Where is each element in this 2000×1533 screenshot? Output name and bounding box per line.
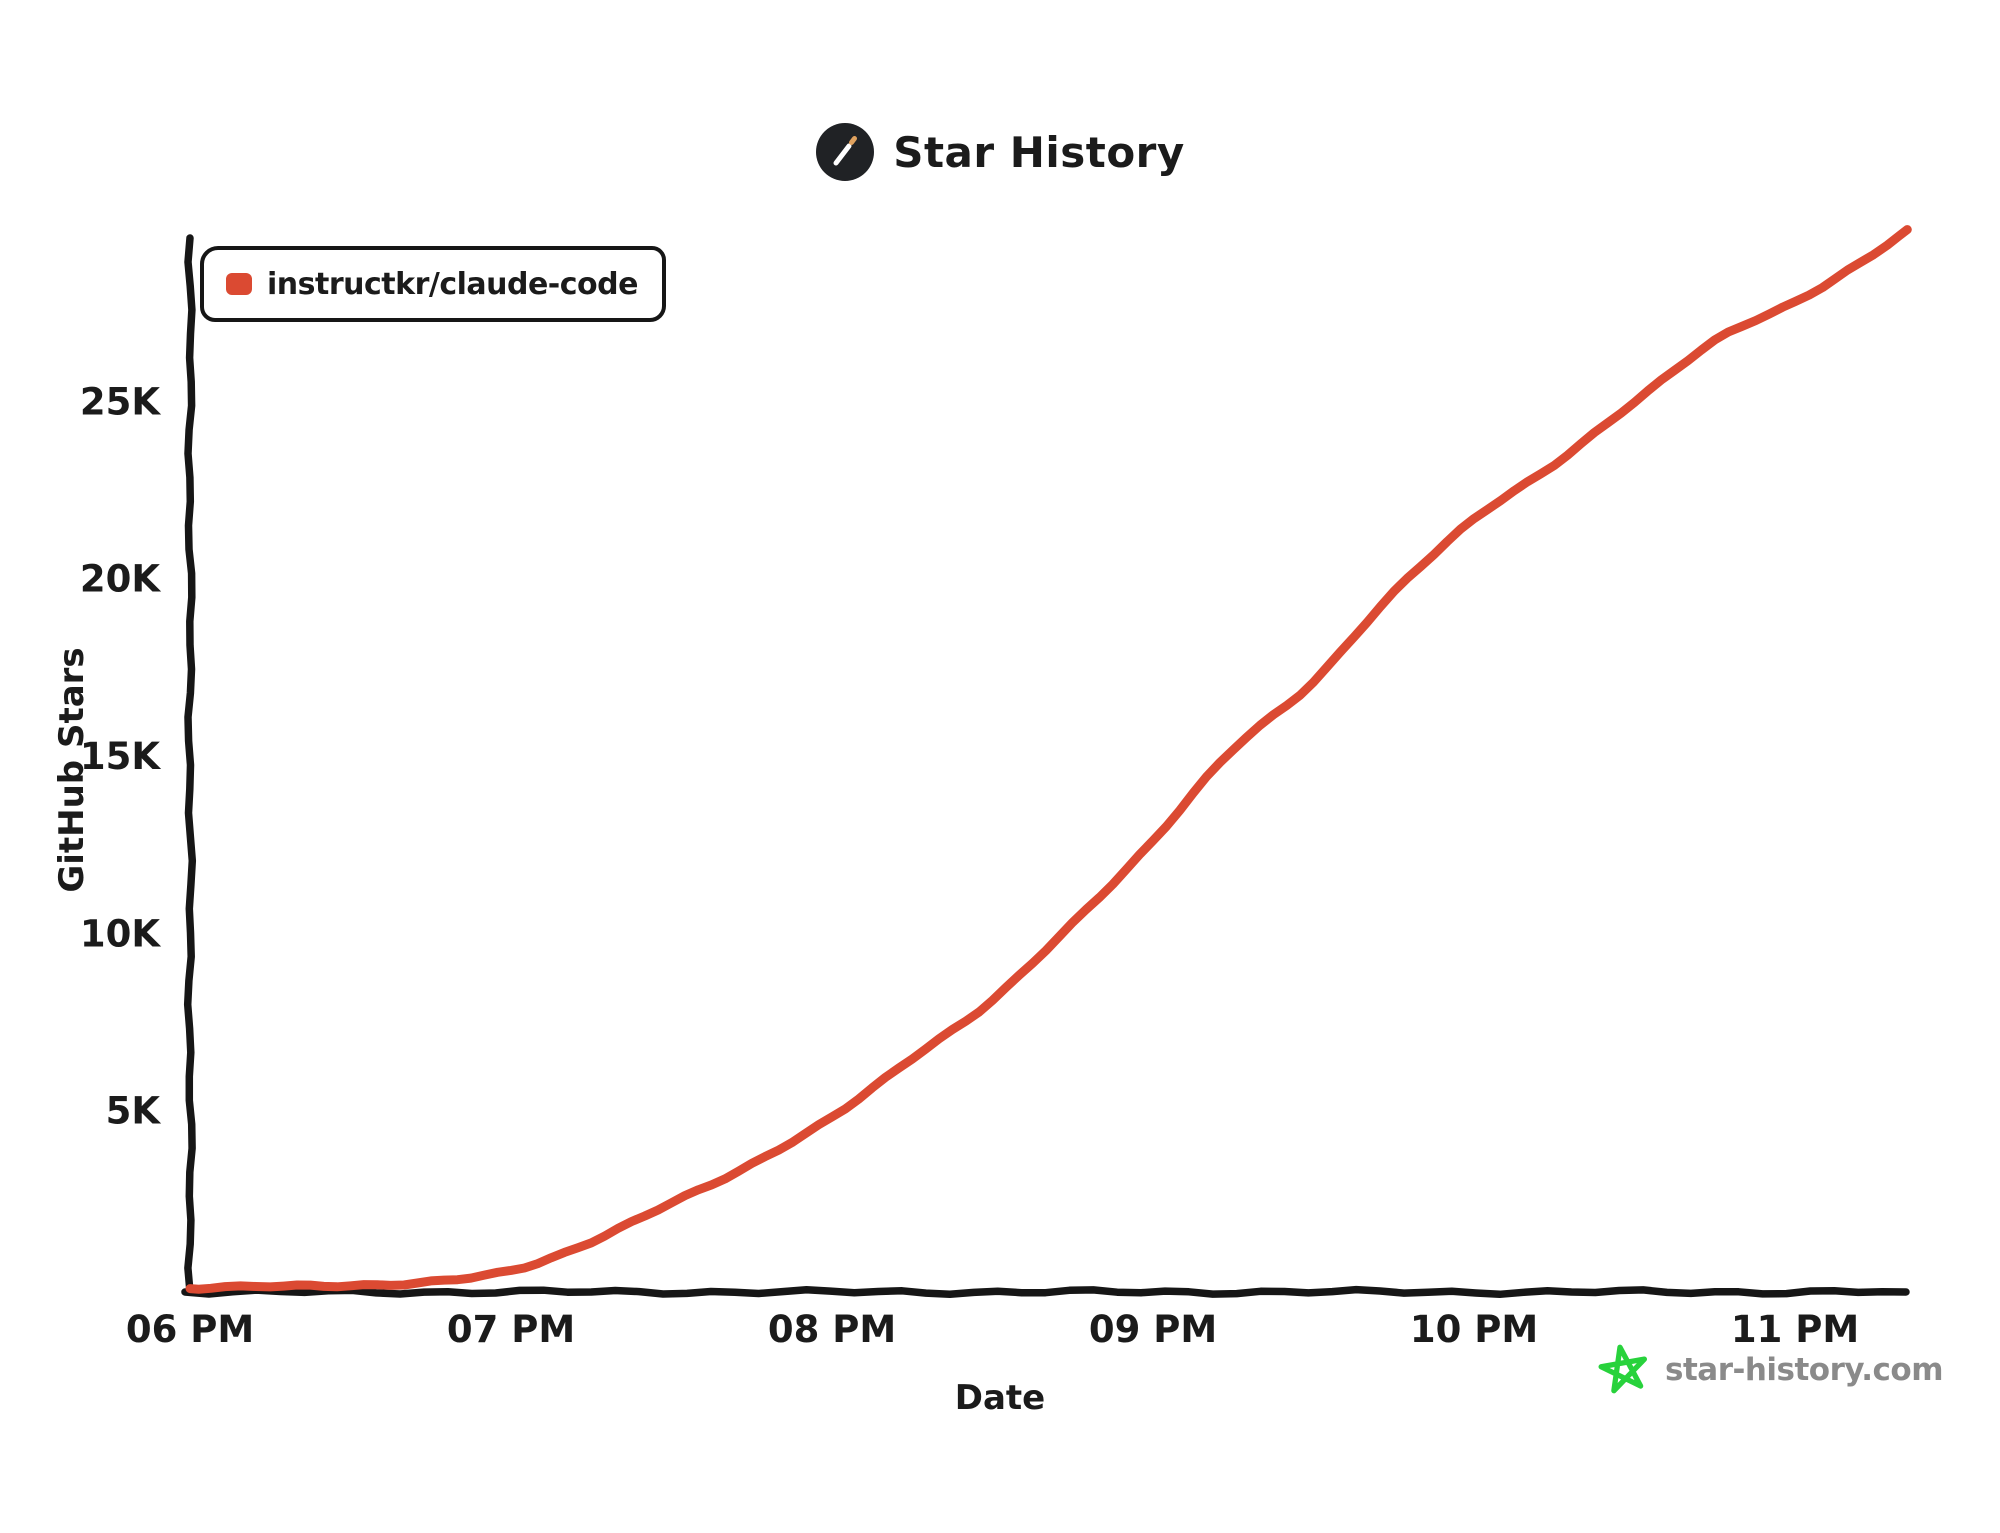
y-tick-label: 20K (80, 558, 161, 601)
x-tick-label: 06 PM (126, 1308, 254, 1351)
x-tick-label: 10 PM (1410, 1308, 1538, 1351)
green-doodle-star-icon (1598, 1344, 1648, 1394)
x-axis (181, 1285, 1910, 1299)
x-axis-title: Date (954, 1378, 1046, 1418)
y-tick-label: 15K (80, 735, 161, 778)
legend: instructkr/claude-code (200, 246, 666, 322)
y-axis-title: GitHub Stars (52, 647, 92, 893)
x-tick-label: 09 PM (1089, 1308, 1217, 1351)
star-history-logo-icon (816, 123, 875, 181)
y-axis (183, 234, 197, 1296)
page-title: Star History (893, 127, 1185, 177)
x-tick-label: 08 PM (768, 1308, 896, 1351)
y-tick-label: 25K (80, 380, 161, 423)
series-line (185, 225, 1912, 1294)
legend-label: instructkr/claude-code (267, 266, 638, 302)
x-tick-label: 11 PM (1731, 1308, 1859, 1351)
y-tick-label: 10K (80, 912, 161, 955)
legend-swatch-icon (226, 273, 252, 295)
chart-header: Star History (0, 122, 2000, 182)
x-tick-label: 07 PM (447, 1308, 575, 1351)
watermark: star-history.com (1598, 1344, 1944, 1396)
watermark-text: star-history.com (1665, 1352, 1944, 1388)
y-tick-label: 5K (106, 1090, 162, 1133)
